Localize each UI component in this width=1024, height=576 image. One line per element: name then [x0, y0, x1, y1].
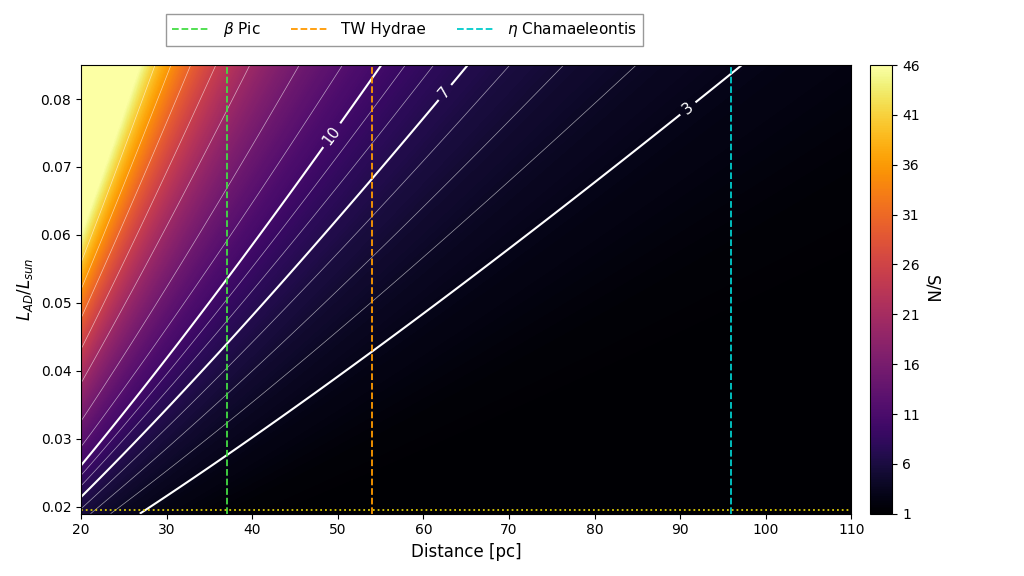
- X-axis label: Distance [pc]: Distance [pc]: [411, 543, 521, 561]
- Y-axis label: $L_{AD}/L_{sun}$: $L_{AD}/L_{sun}$: [15, 257, 35, 321]
- Legend: $\beta$ Pic, TW Hydrae, $\eta$ Chamaeleontis: $\beta$ Pic, TW Hydrae, $\eta$ Chamaeleo…: [166, 14, 643, 46]
- Text: 3: 3: [680, 100, 696, 118]
- Text: 10: 10: [321, 123, 343, 147]
- Y-axis label: S/N: S/N: [923, 275, 941, 304]
- Text: 7: 7: [436, 84, 454, 101]
